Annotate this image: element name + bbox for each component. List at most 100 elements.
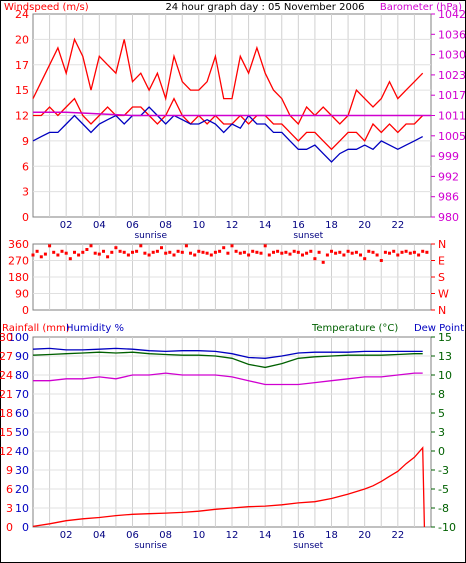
direction-point <box>180 250 184 254</box>
temperature-tick-label: 8 <box>438 388 445 401</box>
direction-point <box>276 249 280 253</box>
direction-point <box>338 250 342 254</box>
compass-tick-label: E <box>438 255 445 268</box>
direction-point <box>251 249 255 253</box>
direction-point <box>31 253 35 257</box>
temperature-tick-label: 15 <box>438 331 452 344</box>
direction-point <box>201 250 205 254</box>
direction-point <box>97 252 101 256</box>
temperature-tick-label: -3 <box>438 464 449 477</box>
wind-panel-x-tick-label: 14 <box>259 220 272 231</box>
direction-point <box>230 244 234 248</box>
rainfall-tick-label: 6 <box>6 483 13 496</box>
direction-point <box>172 253 176 257</box>
windspeed-tick-label: 17 <box>15 59 29 72</box>
humidity-tick-label: 60 <box>15 407 29 420</box>
rainfall-tick-label: 3 <box>6 502 13 515</box>
direction-point <box>375 253 379 257</box>
climate-panel-sunset-label: sunset <box>293 541 323 551</box>
direction-point <box>296 250 300 254</box>
direction-point <box>267 253 271 257</box>
direction-point <box>313 257 317 261</box>
temperature-tick-label: -5 <box>438 483 449 496</box>
direction-point <box>131 250 134 254</box>
climate-panel-x-tick-label: 18 <box>325 530 338 541</box>
climate-panel-x-tick-label: 08 <box>159 530 172 541</box>
windspeed-tick-label: 6 <box>22 160 29 173</box>
barometer-tick-label: 1011 <box>438 110 466 123</box>
climate-panel-sunrise-label: sunrise <box>134 541 167 551</box>
rainfall-axis-label: Rainfall (mm) <box>2 323 70 334</box>
direction-point <box>247 253 251 257</box>
compass-tick-label: W <box>438 288 449 301</box>
rainfall-tick-label: 24 <box>0 369 13 382</box>
direction-point <box>412 250 416 254</box>
rainfall-tick-label: 30 <box>0 331 13 344</box>
direction-point <box>164 251 168 255</box>
barometer-tick-label: 986 <box>438 191 459 204</box>
windspeed-axis-label: Windspeed (m/s) <box>4 2 89 13</box>
direction-point <box>238 251 242 255</box>
direction-point <box>350 251 354 255</box>
direction-point <box>89 244 93 248</box>
humidity-tick-label: 80 <box>15 369 29 382</box>
direction-point <box>342 253 346 257</box>
wind-panel-x-tick-label: 10 <box>192 220 205 231</box>
humidity-tick-label: 100 <box>8 331 29 344</box>
direction-point <box>39 255 43 259</box>
direction-point <box>93 251 97 255</box>
wind-panel-x-tick-label: 06 <box>126 220 139 231</box>
barometer-tick-label: 1005 <box>438 130 466 143</box>
direction-point <box>193 253 197 257</box>
humidity-tick-label: 10 <box>15 502 29 515</box>
wind-panel-x-tick-label: 18 <box>325 220 338 231</box>
climate-panel-x-tick-label: 20 <box>358 530 371 541</box>
direction-point <box>102 249 105 253</box>
barometer-tick-label: 1023 <box>438 69 466 82</box>
wind-panel-x-tick-label: 22 <box>391 220 404 231</box>
direction-tick-label: 180 <box>8 271 29 284</box>
compass-tick-label: N <box>438 238 446 251</box>
wind-panel-x-tick-label: 02 <box>60 220 73 231</box>
direction-point <box>234 249 238 253</box>
direction-point <box>118 249 122 253</box>
temperature-tick-label: 0 <box>438 445 445 458</box>
direction-point <box>321 260 325 264</box>
direction-point <box>56 253 60 257</box>
wind-panel-sunset-label: sunset <box>293 231 323 241</box>
series-line-temperature <box>32 351 423 369</box>
climate-panel-x-tick-label: 06 <box>126 530 139 541</box>
direction-point <box>272 250 275 254</box>
direction-point <box>255 250 259 254</box>
direction-point <box>209 253 213 257</box>
rainfall-tick-label: 27 <box>0 350 13 363</box>
wind-panel-x-tick-label: 12 <box>226 220 239 231</box>
direction-point <box>392 249 396 253</box>
windspeed-tick-label: 20 <box>15 33 29 46</box>
direction-point <box>242 250 246 254</box>
humidity-tick-label: 90 <box>15 350 29 363</box>
direction-point <box>317 250 321 254</box>
direction-point <box>155 249 159 253</box>
temperature-tick-label: 3 <box>438 426 445 439</box>
series-line-wind <box>33 97 424 151</box>
direction-point <box>400 250 404 254</box>
direction-point <box>363 257 367 261</box>
direction-point <box>325 253 329 257</box>
direction-point <box>122 250 126 254</box>
temperature-tick-label: -10 <box>438 521 456 534</box>
direction-point <box>218 249 222 253</box>
barometer-tick-label: 1030 <box>438 49 466 62</box>
direction-point <box>184 244 188 248</box>
windspeed-tick-label: 0 <box>22 211 29 224</box>
rainfall-tick-label: 21 <box>0 388 13 401</box>
direction-point <box>35 249 39 253</box>
direction-point <box>354 250 358 254</box>
rainfall-tick-label: 0 <box>6 521 13 534</box>
compass-tick-label: S <box>438 271 445 284</box>
direction-point <box>346 249 350 253</box>
humidity-tick-label: 30 <box>15 464 29 477</box>
climate-panel-x-tick-label: 04 <box>93 530 106 541</box>
direction-point <box>371 250 375 254</box>
